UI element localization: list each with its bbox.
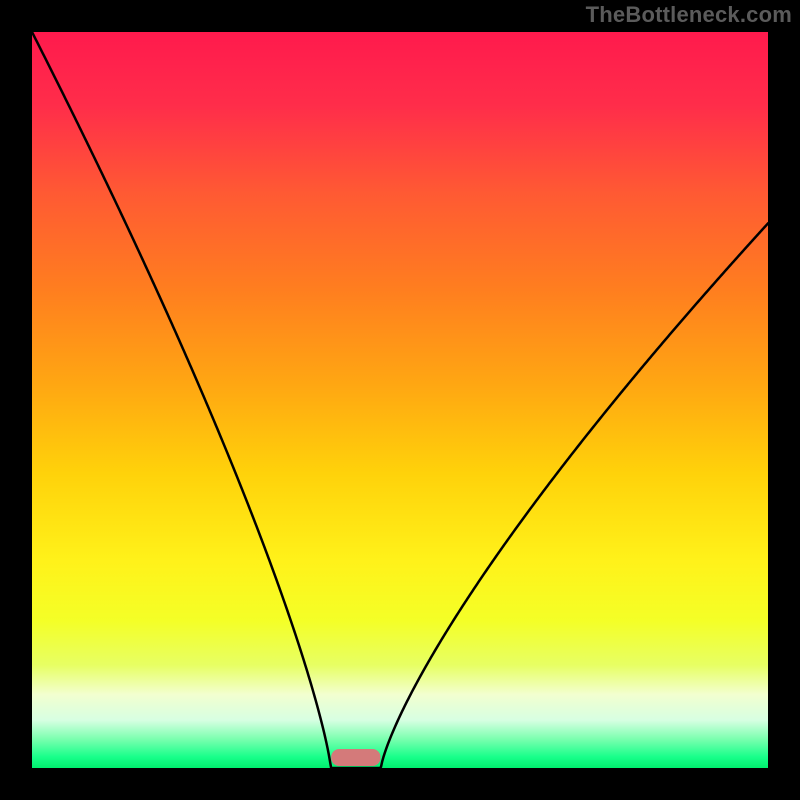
bottleneck-chart bbox=[0, 0, 800, 800]
vertex-marker bbox=[331, 749, 380, 766]
chart-stage: TheBottleneck.com bbox=[0, 0, 800, 800]
plot-gradient bbox=[32, 32, 768, 768]
